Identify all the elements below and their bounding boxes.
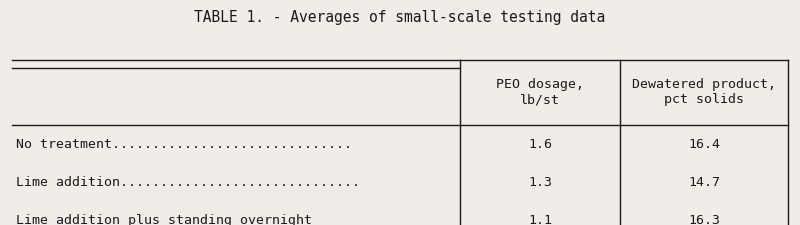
- Text: 16.3: 16.3: [688, 214, 720, 225]
- Text: Dewatered product,: Dewatered product,: [632, 79, 776, 91]
- Text: Lime addition plus standing overnight: Lime addition plus standing overnight: [16, 214, 312, 225]
- Text: No treatment..............................: No treatment............................…: [16, 137, 352, 151]
- Text: lb/st: lb/st: [520, 93, 560, 106]
- Text: Lime addition..............................: Lime addition...........................…: [16, 176, 360, 189]
- Text: pct solids: pct solids: [664, 93, 744, 106]
- Text: 16.4: 16.4: [688, 137, 720, 151]
- Text: PEO dosage,: PEO dosage,: [496, 79, 584, 91]
- Text: 14.7: 14.7: [688, 176, 720, 189]
- Text: TABLE 1. - Averages of small-scale testing data: TABLE 1. - Averages of small-scale testi…: [194, 10, 606, 25]
- Text: 1.6: 1.6: [528, 137, 552, 151]
- Text: 1.3: 1.3: [528, 176, 552, 189]
- Text: 1.1: 1.1: [528, 214, 552, 225]
